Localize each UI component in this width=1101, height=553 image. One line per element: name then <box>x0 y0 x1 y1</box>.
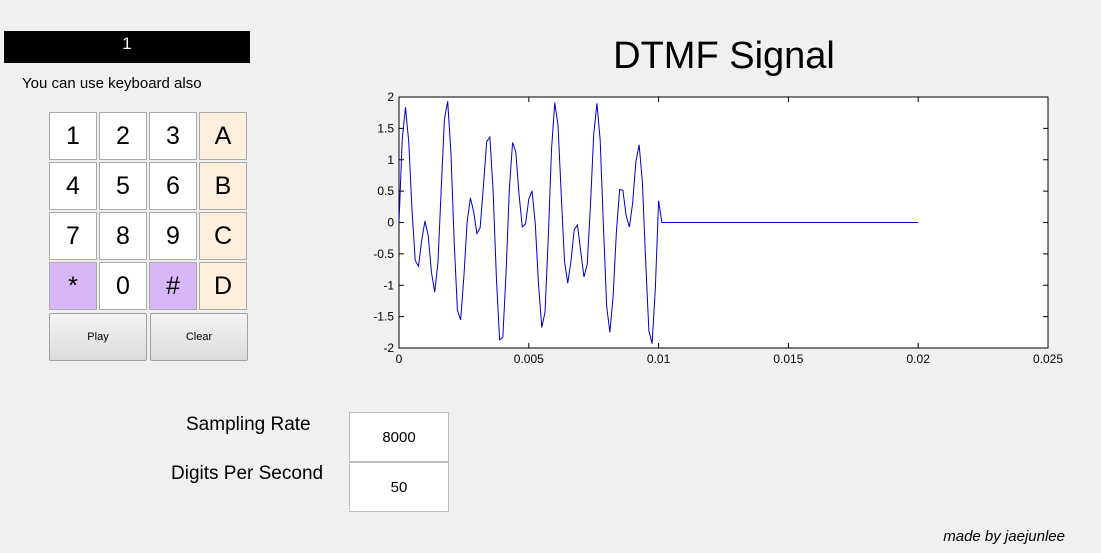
key-d[interactable]: D <box>199 262 247 310</box>
key-hash[interactable]: # <box>149 262 197 310</box>
y-tick-label: 0 <box>387 216 394 230</box>
y-tick-label: -1.5 <box>373 310 394 324</box>
x-tick-label: 0.005 <box>514 352 544 366</box>
y-tick-label: 1 <box>387 153 394 167</box>
key-b[interactable]: B <box>199 162 247 210</box>
y-tick-label: 2 <box>387 90 394 104</box>
y-tick-label: -2 <box>383 341 394 355</box>
key-0[interactable]: 0 <box>99 262 147 310</box>
keyboard-hint: You can use keyboard also <box>22 75 202 92</box>
digits-per-second-label: Digits Per Second <box>171 463 324 484</box>
key-4[interactable]: 4 <box>49 162 97 210</box>
y-tick-label: -1 <box>383 278 394 292</box>
key-9[interactable]: 9 <box>149 212 197 260</box>
x-tick-label: 0.025 <box>1033 352 1063 366</box>
key-7[interactable]: 7 <box>49 212 97 260</box>
key-3[interactable]: 3 <box>149 112 197 160</box>
x-tick-label: 0.02 <box>907 352 931 366</box>
key-a[interactable]: A <box>199 112 247 160</box>
x-tick-label: 0.01 <box>647 352 671 366</box>
sampling-rate-label: Sampling Rate <box>186 414 311 435</box>
key-5[interactable]: 5 <box>99 162 147 210</box>
key-6[interactable]: 6 <box>149 162 197 210</box>
key-c[interactable]: C <box>199 212 247 260</box>
author-credit: made by jaejunlee <box>943 528 1065 545</box>
key-1[interactable]: 1 <box>49 112 97 160</box>
signal-line <box>398 101 919 344</box>
key-8[interactable]: 8 <box>99 212 147 260</box>
play-button[interactable]: Play <box>49 313 147 361</box>
dialed-digits-display: 1 <box>4 31 250 63</box>
key-star[interactable]: * <box>49 262 97 310</box>
plot-title: DTMF Signal <box>613 35 835 77</box>
x-tick-label: 0 <box>396 352 403 366</box>
y-tick-label: 0.5 <box>377 184 394 198</box>
digits-per-second-input[interactable]: 50 <box>349 462 449 512</box>
clear-button[interactable]: Clear <box>150 313 248 361</box>
x-tick-label: 0.015 <box>773 352 803 366</box>
key-2[interactable]: 2 <box>99 112 147 160</box>
sampling-rate-input[interactable]: 8000 <box>349 412 449 462</box>
y-tick-label: -0.5 <box>373 247 394 261</box>
y-tick-label: 1.5 <box>377 121 394 135</box>
